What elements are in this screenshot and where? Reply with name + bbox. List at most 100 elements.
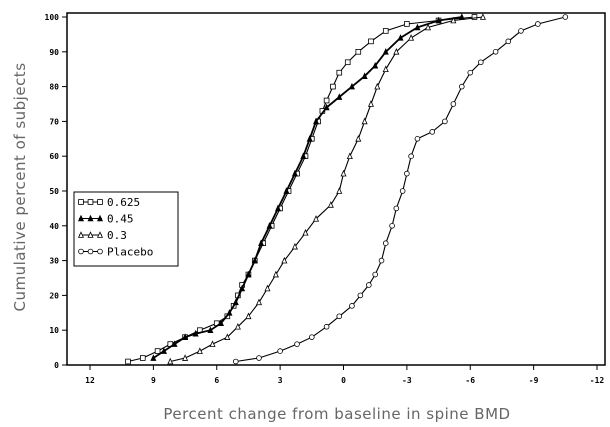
y-tick-label: 90: [49, 48, 59, 57]
legend-marker: [78, 248, 84, 255]
data-point: [209, 340, 216, 347]
data-point: [309, 334, 315, 340]
data-point: [167, 357, 174, 365]
series-line: [152, 16, 462, 359]
data-point: [340, 169, 347, 177]
data-point: [414, 23, 421, 31]
data-point: [306, 135, 313, 142]
legend-marker: [96, 214, 104, 222]
data-point: [277, 348, 283, 354]
data-point: [368, 38, 374, 45]
data-point: [442, 118, 448, 125]
data-point: [264, 284, 271, 292]
data-point: [251, 256, 258, 264]
data-point: [361, 72, 368, 79]
data-point: [232, 298, 239, 306]
data-point: [258, 239, 265, 247]
data-point: [323, 103, 330, 111]
data-point: [272, 270, 279, 278]
series-line: [235, 16, 566, 363]
data-point: [281, 256, 288, 264]
legend-marker: [78, 199, 84, 205]
y-tick-label: 80: [49, 83, 59, 92]
data-point: [372, 61, 379, 69]
data-point: [479, 13, 486, 20]
data-point: [283, 187, 290, 194]
data-point: [266, 222, 273, 229]
data-point: [408, 34, 415, 41]
data-point: [336, 93, 343, 100]
data-point: [245, 270, 252, 278]
series-0-625: [125, 14, 478, 365]
data-point: [393, 48, 400, 55]
legend-marker: [77, 231, 85, 238]
data-point: [450, 101, 457, 107]
data-point: [535, 21, 541, 27]
x-tick-label: 12: [85, 376, 95, 385]
data-point: [382, 48, 389, 55]
data-point: [300, 152, 307, 160]
data-point: [471, 14, 478, 20]
data-point: [192, 329, 199, 337]
data-point: [382, 28, 389, 34]
legend-entry: 0.45: [77, 213, 134, 226]
y-tick-label: 0: [54, 361, 59, 370]
data-point: [378, 257, 385, 264]
data-point: [294, 341, 300, 347]
data-point: [458, 83, 465, 90]
series-0-45: [150, 13, 465, 361]
legend-marker: [87, 214, 94, 222]
data-point: [389, 223, 395, 229]
data-point: [374, 82, 381, 90]
data-point: [234, 322, 241, 330]
x-tick-label: 3: [278, 376, 283, 385]
data-point: [323, 323, 330, 330]
data-point: [256, 355, 262, 361]
legend-marker: [87, 231, 94, 238]
data-point: [274, 204, 282, 212]
x-tick-label: 9: [151, 376, 156, 385]
data-point: [182, 354, 189, 361]
series-line: [170, 16, 483, 363]
legend-label: 0.3: [107, 229, 127, 242]
data-point: [467, 69, 474, 76]
data-point: [348, 82, 355, 90]
data-point: [154, 348, 161, 354]
data-point: [239, 284, 246, 292]
data-point: [196, 347, 203, 354]
data-point: [404, 21, 410, 27]
data-point: [393, 205, 400, 212]
x-tick-label: -12: [590, 376, 605, 385]
data-point: [336, 69, 343, 76]
legend-marker: [77, 214, 85, 222]
legend-label: 0.45: [107, 213, 134, 226]
data-point: [150, 354, 157, 361]
legend-entry: 0.3: [77, 229, 127, 242]
data-point: [397, 34, 404, 41]
data-point: [492, 48, 499, 55]
legend-marker: [97, 248, 103, 255]
data-point: [207, 326, 214, 334]
y-tick-label: 70: [49, 117, 59, 126]
data-point: [217, 319, 225, 327]
x-tick-label: 6: [214, 376, 219, 385]
data-point: [404, 170, 410, 177]
legend-label: 0.625: [107, 196, 140, 209]
data-point: [140, 355, 146, 361]
data-point: [291, 169, 298, 177]
x-tick-label: -3: [402, 376, 412, 385]
data-point: [336, 313, 343, 320]
data-point: [518, 28, 524, 34]
y-tick-label: 10: [49, 326, 59, 335]
y-tick-label: 50: [49, 187, 59, 196]
data-point: [327, 201, 334, 208]
data-point: [336, 187, 343, 194]
data-point: [125, 358, 131, 365]
data-point: [478, 59, 484, 66]
legend-marker: [87, 199, 94, 205]
data-point: [349, 303, 355, 309]
y-axis-title: Cumulative percent of subjects: [11, 62, 29, 311]
legend-marker: [96, 231, 104, 238]
data-point: [382, 65, 389, 72]
